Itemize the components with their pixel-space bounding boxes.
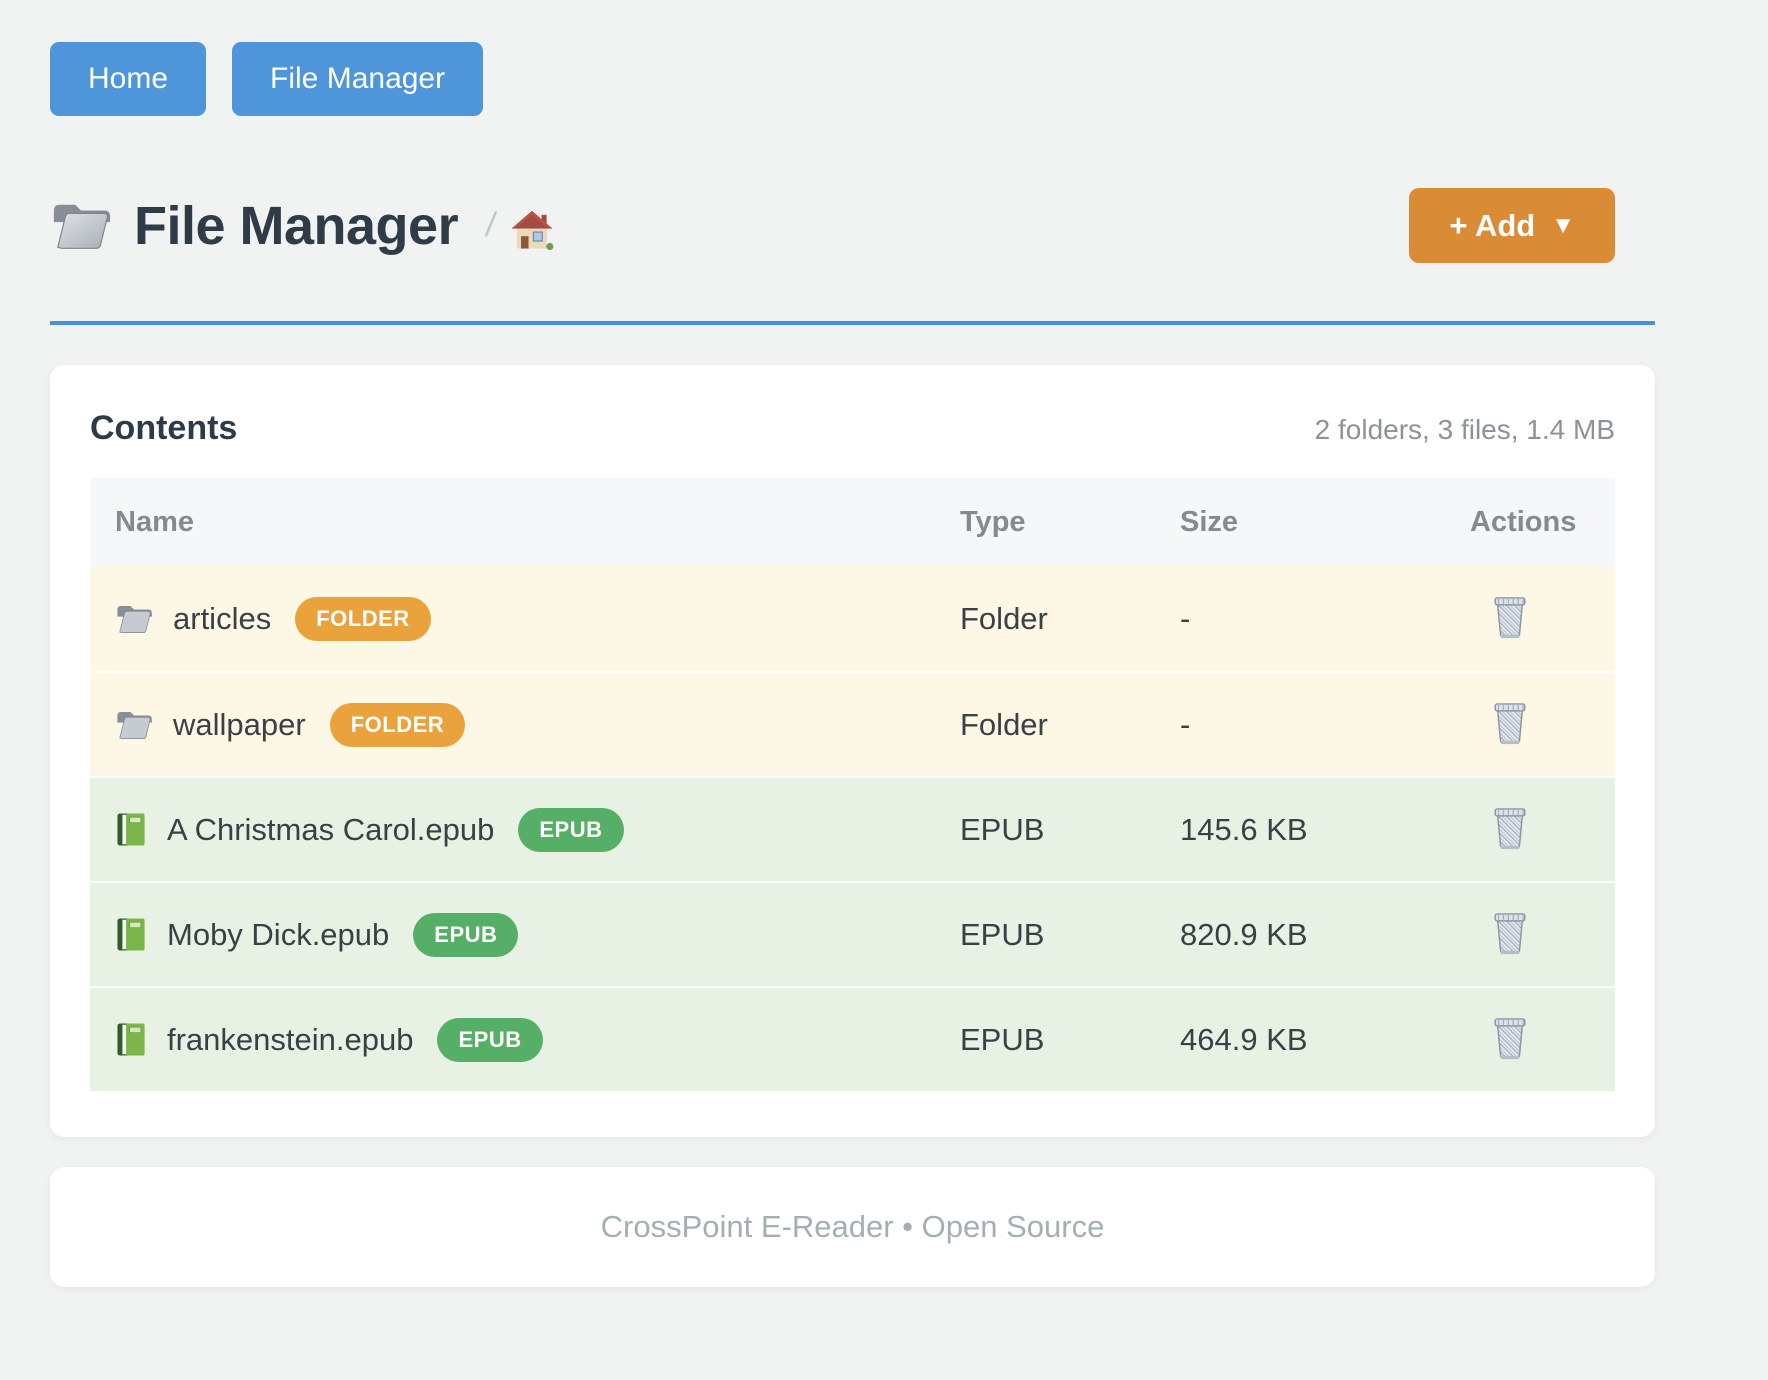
page-title: File Manager [134,195,459,256]
add-button-label: + Add [1449,207,1536,243]
size-cell: 464.9 KB [1180,1021,1308,1057]
file-name[interactable]: wallpaper [173,706,306,742]
home-icon[interactable] [510,209,554,251]
name-cell[interactable]: articles FOLDER [90,596,935,641]
trash-icon[interactable] [1490,804,1530,850]
column-header-actions: Actions [1470,505,1577,538]
table-header-row: Name Type Size Actions [90,478,1615,566]
book-icon [117,813,145,846]
top-navigation: Home File Manager [50,0,1655,116]
page: Home File Manager File Manager / [50,0,1655,1287]
footer-text: CrossPoint E-Reader • Open Source [600,1209,1105,1244]
page-header: File Manager / + Add ▼ [50,188,1655,263]
actions-cell [1445,593,1615,644]
table-row[interactable]: frankenstein.epub EPUB EPUB 464.9 KB [90,986,1615,1091]
column-header-size: Size [1180,505,1239,538]
name-cell[interactable]: A Christmas Carol.epub EPUB [90,807,935,852]
footer-card: CrossPoint E-Reader • Open Source [50,1167,1655,1287]
actions-cell [1445,699,1615,750]
column-header-type: Type [960,505,1026,538]
contents-card: Contents 2 folders, 3 files, 1.4 MB Name… [50,365,1655,1137]
trash-icon[interactable] [1490,699,1530,745]
size-cell: - [1180,600,1191,636]
contents-title: Contents [90,409,238,447]
column-header-name: Name [115,505,194,538]
type-badge: EPUB [437,1017,543,1062]
nav-button-file-manager[interactable]: File Manager [232,42,484,116]
caret-down-icon: ▼ [1551,211,1575,239]
file-name[interactable]: frankenstein.epub [167,1021,414,1057]
contents-summary: 2 folders, 3 files, 1.4 MB [1314,414,1615,445]
type-cell: Folder [960,600,1048,636]
breadcrumb-separator: / [483,206,499,244]
trash-icon[interactable] [1490,909,1530,955]
add-button[interactable]: + Add ▼ [1409,188,1615,263]
table-row[interactable]: wallpaper FOLDER Folder - [90,671,1615,776]
type-badge: FOLDER [329,702,466,747]
title-group: File Manager / [50,195,554,257]
folder-icon [53,204,111,249]
type-cell: EPUB [960,916,1045,952]
type-badge: EPUB [413,912,519,957]
file-table: Name Type Size Actions articles FOLDER F… [90,478,1615,1091]
trash-icon[interactable] [1490,1014,1530,1060]
file-name[interactable]: Moby Dick.epub [167,916,390,952]
type-cell: EPUB [960,1021,1045,1057]
folder-icon [117,605,152,633]
size-cell: - [1180,706,1191,742]
table-row[interactable]: articles FOLDER Folder - [90,566,1615,671]
trash-icon[interactable] [1490,593,1530,639]
name-cell[interactable]: Moby Dick.epub EPUB [90,912,935,957]
nav-button-home[interactable]: Home [50,42,207,116]
contents-header: Contents 2 folders, 3 files, 1.4 MB [90,409,1615,448]
book-icon [117,918,145,951]
table-body: articles FOLDER Folder - [90,566,1615,1091]
size-cell: 145.6 KB [1180,811,1308,847]
file-name[interactable]: A Christmas Carol.epub [167,811,495,847]
header-divider [50,321,1655,325]
name-cell[interactable]: wallpaper FOLDER [90,702,935,747]
table-row[interactable]: Moby Dick.epub EPUB EPUB 820.9 KB [90,881,1615,986]
type-badge: FOLDER [295,596,431,641]
actions-cell [1445,909,1615,960]
book-icon [117,1023,145,1056]
table-row[interactable]: A Christmas Carol.epub EPUB EPUB 145.6 K… [90,776,1615,881]
type-badge: EPUB [518,807,624,852]
type-cell: EPUB [960,811,1045,847]
folder-icon [117,711,152,739]
file-name[interactable]: articles [173,600,272,636]
actions-cell [1445,804,1615,855]
name-cell[interactable]: frankenstein.epub EPUB [90,1017,935,1062]
size-cell: 820.9 KB [1180,916,1308,952]
actions-cell [1445,1014,1615,1065]
type-cell: Folder [960,706,1048,742]
